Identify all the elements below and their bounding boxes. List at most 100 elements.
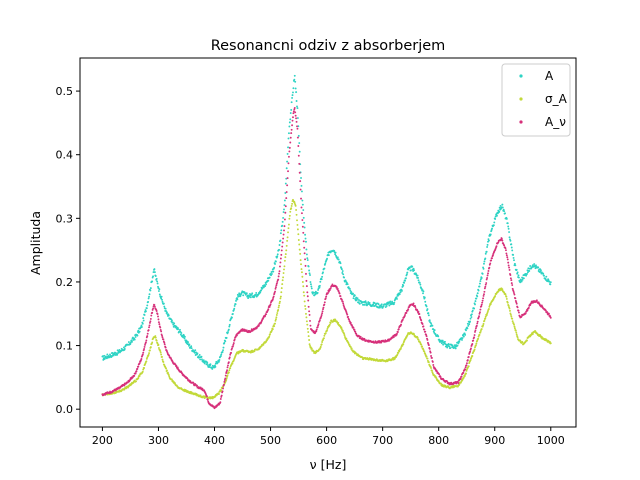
data-point bbox=[160, 330, 163, 333]
data-point bbox=[427, 314, 430, 317]
data-point bbox=[231, 347, 233, 350]
data-point bbox=[521, 278, 524, 281]
data-point bbox=[288, 217, 291, 220]
data-point bbox=[276, 312, 279, 314]
data-point bbox=[170, 319, 173, 322]
data-point bbox=[129, 341, 132, 344]
data-point bbox=[388, 304, 391, 307]
data-point bbox=[334, 253, 337, 256]
data-point bbox=[158, 293, 161, 296]
data-point bbox=[163, 341, 166, 344]
data-point bbox=[421, 345, 424, 348]
data-point bbox=[301, 225, 304, 228]
data-point bbox=[152, 271, 155, 274]
data-point bbox=[160, 295, 163, 298]
data-point bbox=[224, 374, 227, 377]
data-point bbox=[315, 328, 318, 331]
data-point bbox=[487, 310, 489, 312]
data-point bbox=[146, 335, 149, 338]
data-point bbox=[228, 369, 231, 372]
data-point bbox=[324, 332, 327, 335]
data-point bbox=[292, 91, 294, 94]
data-point bbox=[157, 315, 159, 318]
x-tick-label: 700 bbox=[372, 434, 393, 447]
data-point bbox=[294, 80, 297, 83]
data-point bbox=[274, 322, 276, 325]
data-point bbox=[488, 266, 491, 269]
data-point bbox=[295, 209, 298, 211]
data-point bbox=[422, 325, 425, 328]
data-point bbox=[271, 298, 274, 301]
data-point bbox=[161, 298, 163, 301]
data-point bbox=[519, 339, 522, 342]
data-point bbox=[231, 362, 234, 365]
data-point bbox=[324, 262, 327, 265]
data-point bbox=[287, 162, 290, 165]
data-point bbox=[281, 241, 284, 244]
data-point bbox=[147, 297, 150, 300]
data-point bbox=[485, 314, 488, 317]
data-point bbox=[147, 300, 150, 303]
data-point bbox=[346, 313, 349, 316]
data-point bbox=[293, 108, 296, 111]
data-point bbox=[301, 219, 304, 222]
data-point bbox=[456, 344, 459, 347]
data-point bbox=[499, 204, 502, 207]
data-point bbox=[218, 393, 220, 396]
data-point bbox=[242, 349, 245, 351]
data-point bbox=[492, 298, 495, 301]
data-point bbox=[524, 312, 527, 315]
data-point bbox=[322, 308, 324, 311]
legend-marker bbox=[519, 74, 523, 78]
data-point bbox=[491, 227, 493, 230]
data-point bbox=[255, 292, 258, 294]
data-point bbox=[402, 284, 405, 287]
data-point bbox=[297, 154, 300, 157]
data-point bbox=[480, 328, 483, 330]
data-point bbox=[393, 301, 396, 304]
data-point bbox=[476, 295, 479, 298]
data-point bbox=[425, 335, 428, 338]
data-point bbox=[510, 315, 513, 318]
data-point bbox=[323, 334, 326, 337]
data-point bbox=[283, 225, 286, 228]
data-point bbox=[365, 302, 368, 305]
data-point bbox=[171, 321, 174, 324]
data-point bbox=[317, 288, 320, 291]
data-point bbox=[340, 328, 343, 331]
data-point bbox=[494, 295, 497, 297]
data-point bbox=[509, 309, 511, 312]
data-point bbox=[341, 271, 344, 274]
data-point bbox=[163, 305, 166, 308]
data-point bbox=[514, 264, 517, 267]
data-point bbox=[247, 297, 250, 300]
data-point bbox=[297, 239, 300, 241]
data-point bbox=[296, 228, 299, 231]
data-point bbox=[307, 265, 310, 268]
data-point bbox=[288, 121, 291, 124]
data-point bbox=[214, 365, 217, 368]
data-point bbox=[512, 290, 515, 293]
data-point bbox=[508, 266, 511, 269]
data-point bbox=[382, 305, 385, 308]
data-point bbox=[274, 287, 277, 290]
data-point bbox=[424, 300, 427, 303]
data-point bbox=[304, 258, 307, 261]
data-point bbox=[218, 359, 221, 361]
data-point bbox=[233, 338, 236, 341]
data-point bbox=[471, 309, 474, 312]
data-point bbox=[326, 327, 329, 330]
data-point bbox=[289, 141, 292, 144]
data-point bbox=[290, 207, 293, 210]
data-point bbox=[302, 209, 305, 211]
data-point bbox=[513, 262, 516, 265]
data-point bbox=[293, 78, 296, 81]
data-point bbox=[498, 210, 501, 213]
data-point bbox=[294, 204, 297, 207]
data-point bbox=[509, 313, 512, 316]
data-point bbox=[464, 366, 467, 369]
data-point bbox=[317, 324, 320, 327]
data-point bbox=[438, 373, 441, 376]
data-point bbox=[153, 271, 156, 274]
data-point bbox=[290, 108, 293, 111]
